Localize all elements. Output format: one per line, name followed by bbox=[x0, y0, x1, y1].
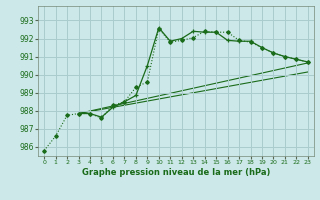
X-axis label: Graphe pression niveau de la mer (hPa): Graphe pression niveau de la mer (hPa) bbox=[82, 168, 270, 177]
